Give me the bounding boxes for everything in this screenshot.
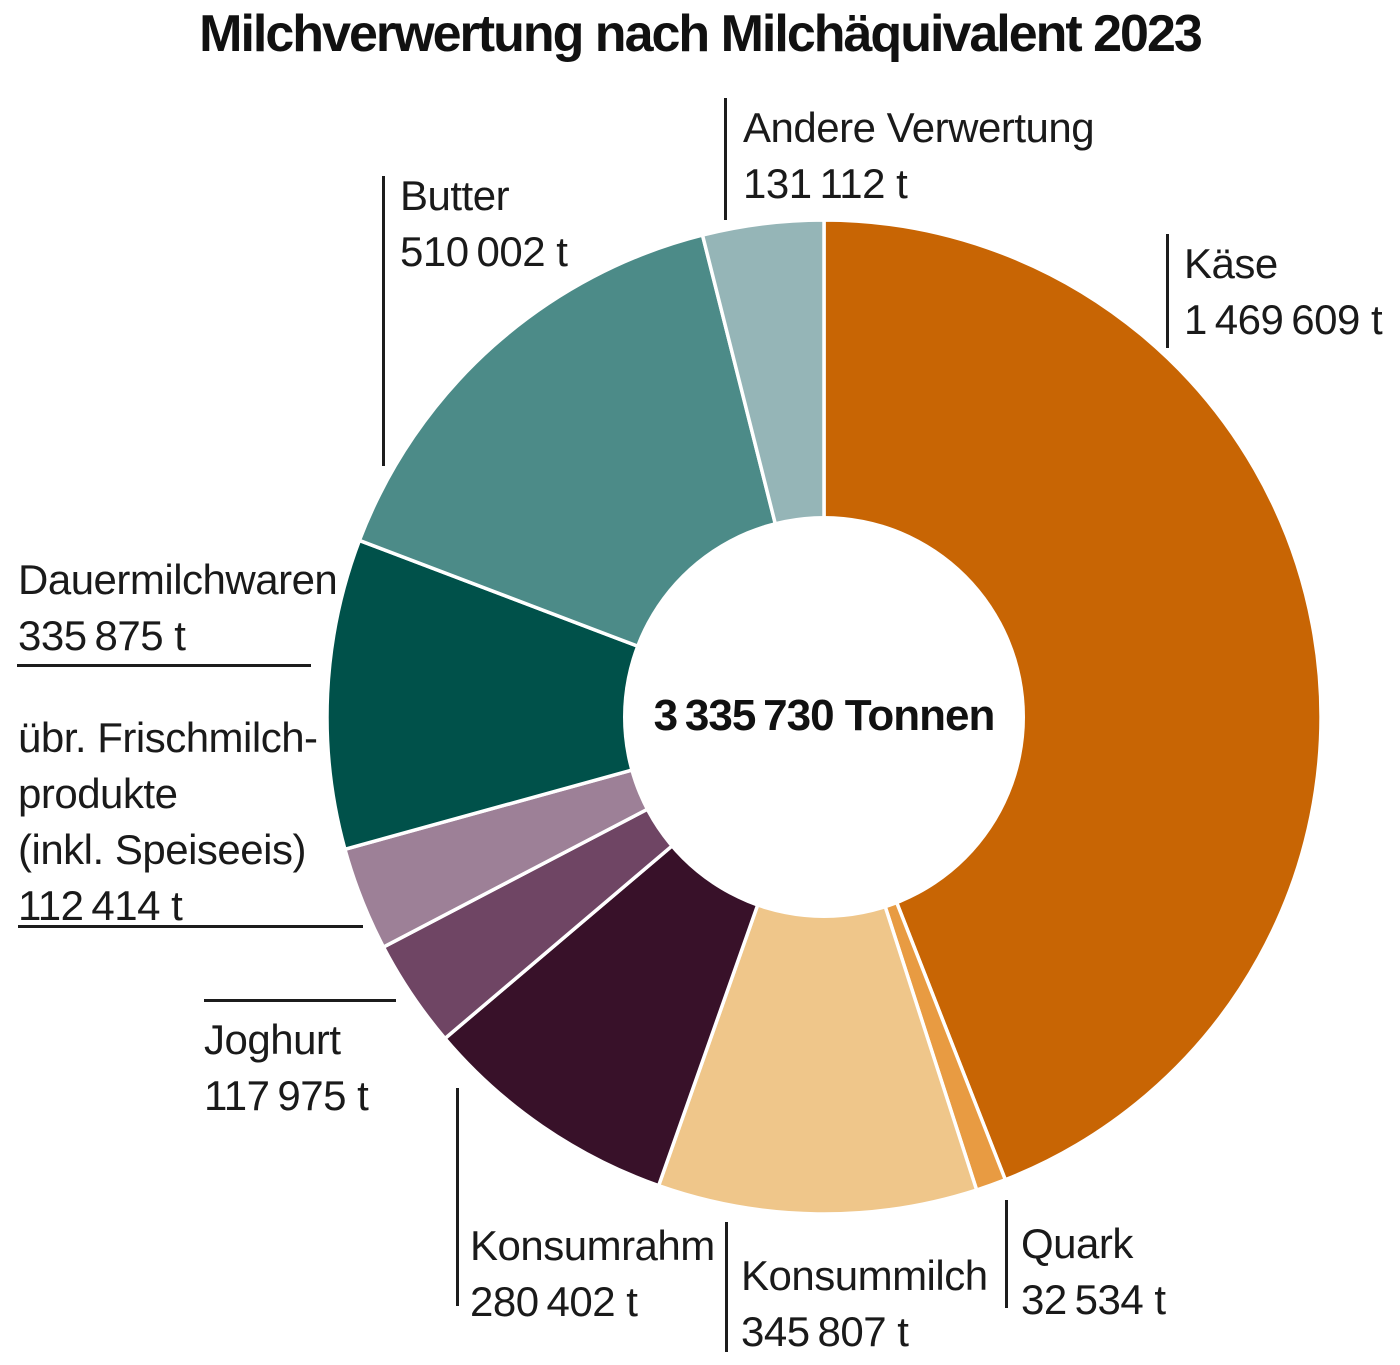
label-konsumrahm: Konsumrahm 280 402 t xyxy=(470,1218,715,1330)
label-uebr-frischmilchprodukte: übr. Frischmilch- produkte (inkl. Speise… xyxy=(18,710,318,934)
label-butter: Butter 510 002 t xyxy=(400,168,568,280)
segment-value: 32 534 t xyxy=(1021,1276,1166,1323)
segment-value: 280 402 t xyxy=(470,1278,638,1325)
segment-name: Butter xyxy=(400,172,510,219)
leader-line-quark xyxy=(1005,1200,1008,1308)
label-kaese: Käse 1 469 609 t xyxy=(1184,236,1383,348)
donut-segment-dauermilchwaren xyxy=(325,538,826,852)
label-dauermilchwaren: Dauermilchwaren 335 875 t xyxy=(18,552,338,664)
label-andere-verwertung: Andere Verwertung 131 112 t xyxy=(743,100,1095,212)
segment-name: (inkl. Speiseeis) xyxy=(18,826,306,873)
donut-segment-konsummilch xyxy=(656,715,979,1216)
chart-title: Milchverwertung nach Milchäquivalent 202… xyxy=(199,5,1203,63)
segment-value: 335 875 t xyxy=(18,612,186,659)
leader-line-joghurt xyxy=(204,999,396,1002)
segment-name: Konsummilch xyxy=(741,1252,988,1299)
leader-line-konsummilch xyxy=(725,1222,728,1352)
leader-line-uebr-frischmilchprodukte xyxy=(18,925,363,928)
segment-name: produkte xyxy=(18,770,178,817)
segment-value: 131 112 t xyxy=(743,160,908,207)
donut-hole xyxy=(623,516,1025,918)
segment-value: 1 469 609 t xyxy=(1184,296,1383,343)
segment-value: 117 975 t xyxy=(204,1072,369,1119)
segment-name: Konsumrahm xyxy=(470,1222,715,1269)
segment-name: Dauermilchwaren xyxy=(18,556,338,603)
leader-line-dauermilchwaren xyxy=(17,664,311,667)
segment-name: Andere Verwertung xyxy=(743,104,1095,151)
label-quark: Quark 32 534 t xyxy=(1021,1216,1166,1328)
segment-name: Käse xyxy=(1184,240,1278,287)
segment-value: 345 807 t xyxy=(741,1308,909,1355)
segment-name: Quark xyxy=(1021,1220,1133,1267)
leader-line-butter xyxy=(382,176,385,466)
leader-line-kaese xyxy=(1166,234,1169,348)
donut-segment-kaese xyxy=(822,218,1323,1182)
segment-value: 510 002 t xyxy=(400,228,568,275)
label-konsummilch: Konsummilch 345 807 t xyxy=(741,1248,988,1360)
segment-name: Joghurt xyxy=(204,1016,341,1063)
segment-name: übr. Frischmilch- xyxy=(18,714,318,761)
leader-line-andere-verwertung xyxy=(724,98,727,220)
segment-value: 112 414 t xyxy=(18,882,183,929)
leader-line-konsumrahm xyxy=(456,1088,459,1306)
label-joghurt: Joghurt 117 975 t xyxy=(204,1012,369,1124)
donut-center-total: 3 335 730 Tonnen xyxy=(653,691,996,740)
